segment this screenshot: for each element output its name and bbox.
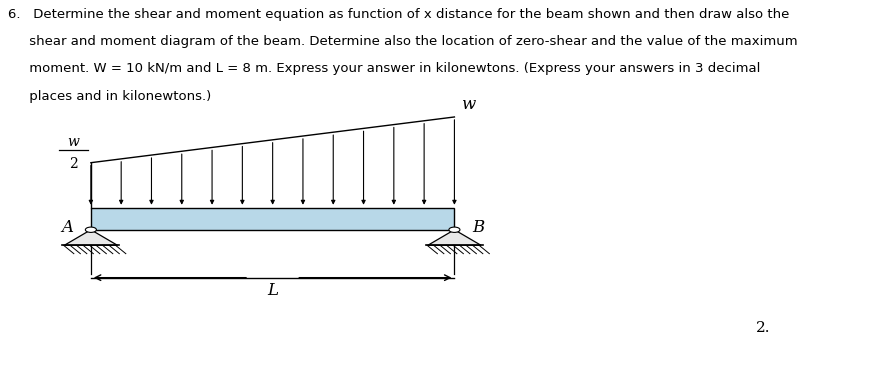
Text: w: w: [460, 96, 475, 113]
Circle shape: [85, 227, 97, 232]
Text: 2: 2: [69, 157, 78, 171]
Text: L: L: [267, 282, 278, 299]
Text: B: B: [472, 219, 484, 236]
Polygon shape: [64, 230, 117, 245]
Text: places and in kilonewtons.): places and in kilonewtons.): [8, 90, 211, 103]
Bar: [91, 208, 454, 230]
Circle shape: [449, 227, 460, 232]
Text: 6.   Determine the shear and moment equation as function of x distance for the b: 6. Determine the shear and moment equati…: [8, 8, 789, 21]
Text: moment. W = 10 kN/m and L = 8 m. Express your answer in kilonewtons. (Express yo: moment. W = 10 kN/m and L = 8 m. Express…: [8, 62, 760, 75]
Text: w: w: [68, 135, 80, 149]
Text: 2.: 2.: [756, 321, 771, 335]
Text: A: A: [62, 219, 73, 236]
Text: shear and moment diagram of the beam. Determine also the location of zero-shear : shear and moment diagram of the beam. De…: [8, 35, 797, 48]
Polygon shape: [428, 230, 481, 245]
